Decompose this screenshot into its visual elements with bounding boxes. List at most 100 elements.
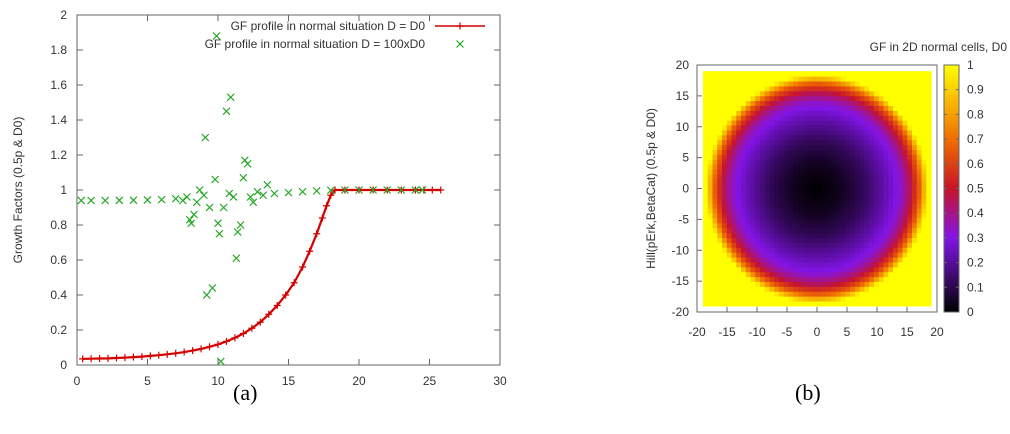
heatmap-cell [869,124,875,131]
heatmap-cell [840,261,847,268]
heatmap-cell [869,256,875,263]
heatmap-cell [812,208,818,214]
heatmap-cell [783,105,790,111]
heatmap-cell [855,227,861,234]
heatmap-cell [741,129,747,136]
heatmap-cell [779,232,785,238]
heatmap-cell [812,154,818,160]
heatmap-cell [855,247,861,253]
heatmap-cell [736,198,742,204]
heatmap-cell [855,134,861,141]
heatmap-cell [893,85,899,92]
heatmap-cell [907,281,913,287]
heatmap-cell [745,80,752,87]
heatmap-cell [888,222,894,229]
heatmap-cell [807,100,813,106]
heatmap-cell [864,183,870,190]
heatmap-cell [859,149,866,155]
heatmap-cell [821,222,828,229]
heatmap-cell [916,85,923,92]
heatmap-cell [769,261,775,268]
heatmap-cell [893,208,899,214]
heatmap-cell [888,252,894,258]
heatmap-cell [788,159,794,165]
heatmap-cell [726,237,733,243]
heatmap-cell [916,100,923,106]
series-100xd0-point [211,175,220,184]
heatmap-cell [712,300,718,307]
heatmap-cell [707,110,714,116]
heatmap-cell [717,203,723,209]
heatmap-cell [916,286,923,292]
heatmap-cell [893,217,899,224]
heatmap-cell [764,296,771,302]
heatmap-cell [722,85,728,92]
heatmap-cell [859,154,866,160]
heatmap-cell [864,227,870,234]
heatmap-cell [812,291,818,297]
heatmap-cell [869,115,875,121]
heatmap-cell [840,193,847,199]
heatmap-cell [807,203,813,209]
y-tick-label: 0.4 [50,288,67,302]
heatmap-cell [722,271,728,278]
heatmap-cell [769,276,775,282]
heatmap-cell [845,193,851,199]
heatmap-cell [821,173,828,180]
heatmap-cell [793,256,799,263]
heatmap-cell [712,193,718,199]
heatmap-cell [840,256,847,263]
heatmap-cell [707,120,714,126]
heatmap-cell [798,217,804,224]
heatmap-cell [817,300,823,307]
heatmap-cell [878,271,885,278]
heatmap-cell [821,178,828,185]
heatmap-cell [764,154,771,160]
heatmap-cell [874,178,880,185]
heatmap-cell [840,222,847,229]
heatmap-cell [864,76,870,82]
heatmap-cell [859,256,866,263]
heatmap-cell [836,203,842,209]
heatmap-cell [807,149,813,155]
heatmap-cell [703,203,709,209]
heatmap-cell [760,100,766,106]
heatmap-cell [826,291,832,297]
heatmap-cell [883,115,889,121]
heatmap-cell [864,95,870,102]
heatmap-cell [888,193,894,199]
heatmap-cell [831,120,837,126]
heatmap-cell [855,256,861,263]
heatmap-cell [717,208,723,214]
heatmap-cell [722,247,728,253]
chart-title: GF in 2D normal cells, D0 [870,40,1008,54]
heatmap-cell [726,222,733,229]
heatmap-cell [916,76,923,82]
heatmap-cell [750,198,756,204]
heatmap-cell [821,217,828,224]
heatmap-cell [817,208,823,214]
heatmap-cell [836,208,842,214]
heatmap-cell [731,198,737,204]
heatmap-cell [883,212,889,219]
heatmap-cell [921,154,927,160]
heatmap-cell [764,85,771,92]
heatmap-cell [850,183,856,190]
heatmap-cell [888,168,894,175]
heatmap-cell [798,90,804,97]
heatmap-cell [916,271,923,278]
x-tick-label: -5 [782,325,793,339]
heatmap-cell [779,105,785,111]
heatmap-cell [888,90,894,97]
heatmap-cell [893,242,899,248]
series-d0-point [428,186,436,194]
heatmap-cell [741,208,747,214]
heatmap-cell [741,266,747,273]
heatmap-cell [783,115,790,121]
heatmap-cell [707,188,714,194]
heatmap-cell [874,76,880,82]
heatmap-cell [912,124,918,131]
heatmap-cell [840,120,847,126]
heatmap-cell [855,300,861,307]
heatmap-cell [807,129,813,136]
